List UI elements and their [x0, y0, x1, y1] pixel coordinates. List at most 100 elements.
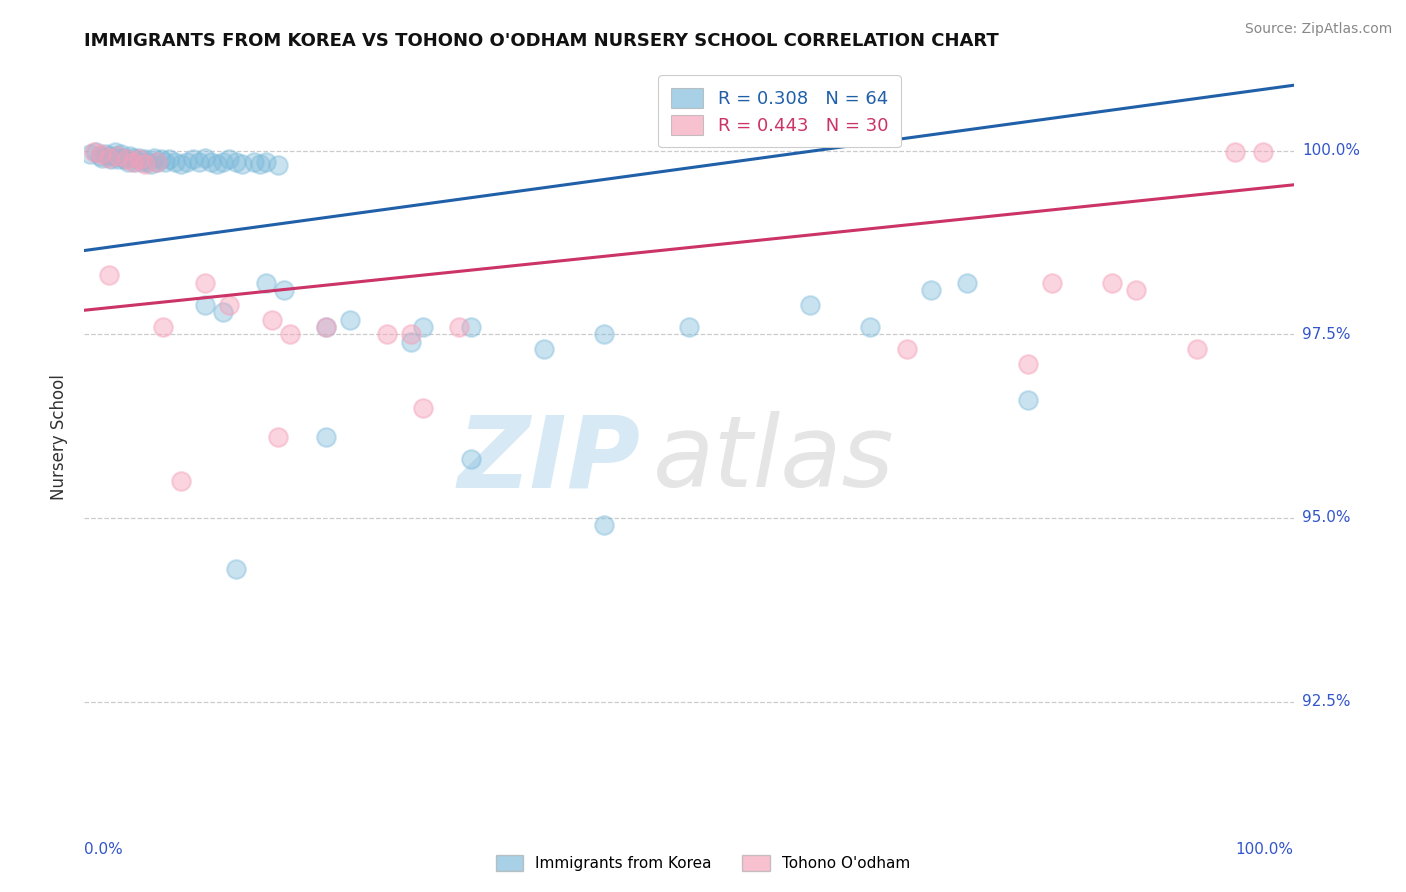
Point: [152, 319, 174, 334]
Point: [128, 151, 150, 165]
Point: [79, 147, 101, 161]
Text: 95.0%: 95.0%: [1302, 510, 1350, 525]
Text: 0.0%: 0.0%: [84, 842, 124, 857]
Y-axis label: Nursery School: Nursery School: [51, 374, 69, 500]
Point: [194, 298, 217, 312]
Point: [1125, 283, 1147, 297]
Point: [1101, 276, 1123, 290]
Point: [157, 153, 180, 167]
Point: [218, 153, 240, 167]
Point: [107, 149, 129, 163]
Point: [225, 562, 247, 576]
Point: [449, 319, 471, 334]
Point: [86, 145, 108, 159]
Point: [859, 319, 882, 334]
Point: [115, 153, 138, 167]
Point: [225, 154, 247, 169]
Legend: Immigrants from Korea, Tohono O'odham: Immigrants from Korea, Tohono O'odham: [489, 849, 917, 877]
Text: 100.0%: 100.0%: [1302, 143, 1360, 158]
Point: [117, 154, 139, 169]
Point: [112, 151, 135, 165]
Point: [131, 154, 153, 169]
Text: 97.5%: 97.5%: [1302, 326, 1350, 342]
Point: [110, 147, 132, 161]
Point: [139, 157, 162, 171]
Point: [678, 319, 700, 334]
Point: [97, 151, 120, 165]
Point: [460, 319, 482, 334]
Point: [120, 149, 142, 163]
Text: ZIP: ZIP: [457, 411, 641, 508]
Text: IMMIGRANTS FROM KOREA VS TOHONO O'ODHAM NURSERY SCHOOL CORRELATION CHART: IMMIGRANTS FROM KOREA VS TOHONO O'ODHAM …: [84, 32, 1000, 50]
Point: [170, 474, 193, 488]
Point: [165, 154, 187, 169]
Point: [114, 153, 136, 167]
Point: [121, 151, 143, 165]
Point: [121, 154, 143, 169]
Point: [254, 276, 277, 290]
Text: Source: ZipAtlas.com: Source: ZipAtlas.com: [1244, 22, 1392, 37]
Point: [412, 319, 434, 334]
Point: [104, 145, 127, 159]
Point: [278, 327, 301, 342]
Point: [149, 153, 172, 167]
Text: 92.5%: 92.5%: [1302, 694, 1350, 709]
Point: [399, 334, 422, 349]
Point: [315, 430, 337, 444]
Point: [212, 154, 235, 169]
Point: [94, 147, 117, 161]
Legend: R = 0.308   N = 64, R = 0.443   N = 30: R = 0.308 N = 64, R = 0.443 N = 30: [658, 75, 901, 147]
Point: [1185, 342, 1208, 356]
Point: [273, 283, 295, 297]
Point: [194, 151, 217, 165]
Point: [83, 145, 105, 159]
Point: [260, 312, 283, 326]
Text: atlas: atlas: [652, 411, 894, 508]
Point: [124, 154, 146, 169]
Point: [100, 153, 122, 167]
Point: [249, 157, 271, 171]
Point: [170, 157, 193, 171]
Point: [231, 157, 253, 171]
Point: [242, 154, 264, 169]
Point: [107, 153, 129, 167]
Point: [920, 283, 942, 297]
Point: [1040, 276, 1063, 290]
Point: [315, 319, 337, 334]
Point: [134, 153, 156, 167]
Point: [188, 154, 211, 169]
Point: [194, 276, 217, 290]
Point: [146, 154, 169, 169]
Point: [799, 298, 821, 312]
Point: [97, 268, 120, 283]
Point: [956, 276, 979, 290]
Point: [176, 154, 198, 169]
Point: [143, 151, 166, 165]
Point: [1017, 357, 1039, 371]
Point: [136, 154, 159, 169]
Point: [91, 151, 114, 165]
Point: [97, 149, 120, 163]
Point: [212, 305, 235, 319]
Point: [593, 518, 616, 533]
Point: [90, 147, 112, 161]
Point: [267, 430, 290, 444]
Point: [218, 298, 240, 312]
Point: [181, 153, 204, 167]
Point: [207, 157, 229, 171]
Point: [399, 327, 422, 342]
Point: [200, 154, 222, 169]
Point: [267, 158, 290, 172]
Point: [412, 401, 434, 415]
Point: [593, 327, 616, 342]
Point: [254, 154, 277, 169]
Point: [89, 149, 111, 163]
Point: [533, 342, 555, 356]
Text: 100.0%: 100.0%: [1236, 842, 1294, 857]
Point: [896, 342, 918, 356]
Point: [155, 154, 177, 169]
Point: [134, 157, 156, 171]
Point: [460, 452, 482, 467]
Point: [1017, 393, 1039, 408]
Point: [315, 319, 337, 334]
